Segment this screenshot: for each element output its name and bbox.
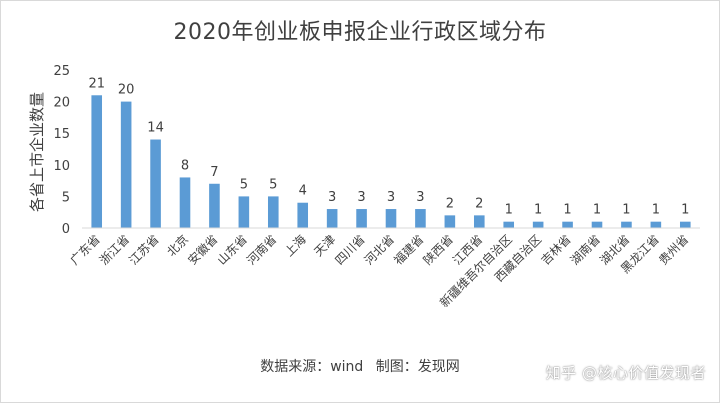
bar bbox=[444, 215, 456, 228]
x-tick-label: 江苏省 bbox=[126, 232, 161, 267]
source-note: 数据来源：wind bbox=[260, 359, 364, 375]
chart-title: 2020年创业板申报企业行政区域分布 bbox=[173, 20, 547, 45]
data-label: 3 bbox=[416, 190, 424, 205]
data-label: 14 bbox=[147, 121, 164, 136]
bar bbox=[679, 221, 691, 228]
x-tick-label: 福建省 bbox=[390, 232, 426, 268]
y-tick-label: 25 bbox=[53, 64, 70, 79]
data-label: 7 bbox=[210, 165, 218, 180]
y-axis: 0 5 10 15 20 25 bbox=[53, 64, 70, 237]
bar bbox=[326, 209, 338, 228]
data-label: 1 bbox=[681, 203, 689, 218]
bar bbox=[179, 177, 191, 228]
bar bbox=[650, 221, 662, 228]
data-label: 2 bbox=[446, 196, 454, 211]
data-label: 1 bbox=[593, 203, 601, 218]
bar bbox=[297, 202, 309, 228]
y-tick-label: 20 bbox=[53, 96, 70, 111]
bar-series bbox=[91, 95, 691, 228]
data-label: 20 bbox=[118, 83, 135, 98]
bar bbox=[621, 221, 632, 228]
data-label: 1 bbox=[563, 203, 571, 218]
y-tick-label: 0 bbox=[62, 222, 70, 237]
made-by-note: 制图：发现网 bbox=[375, 359, 460, 375]
bar bbox=[591, 221, 603, 228]
x-tick-label: 安徽省 bbox=[184, 232, 220, 268]
bar bbox=[150, 139, 161, 228]
data-label: 3 bbox=[387, 190, 395, 205]
bar bbox=[238, 196, 250, 228]
y-axis-label: 各省上市企业数量 bbox=[28, 92, 46, 212]
data-label: 3 bbox=[328, 190, 336, 205]
bar bbox=[562, 221, 573, 228]
x-tick-label: 湖南省 bbox=[567, 232, 603, 268]
bar bbox=[91, 95, 103, 228]
x-tick-label: 贵州省 bbox=[656, 232, 691, 267]
data-label: 2 bbox=[475, 196, 483, 211]
data-label: 1 bbox=[505, 203, 513, 218]
bar bbox=[532, 221, 544, 228]
x-tick-label: 河南省 bbox=[243, 232, 279, 268]
data-label: 1 bbox=[652, 203, 660, 218]
x-tick-label: 河北省 bbox=[362, 232, 397, 267]
data-label: 21 bbox=[88, 76, 105, 91]
y-tick-label: 15 bbox=[53, 127, 70, 142]
x-tick-label: 山东省 bbox=[215, 232, 250, 267]
bar bbox=[356, 209, 367, 228]
bar bbox=[415, 209, 426, 228]
data-label: 8 bbox=[181, 158, 189, 173]
data-label: 3 bbox=[357, 190, 365, 205]
bar bbox=[267, 196, 279, 228]
x-tick-label: 吉林省 bbox=[538, 232, 573, 267]
bar bbox=[120, 101, 132, 228]
chart-footer: 数据来源：wind 制图：发现网 bbox=[0, 356, 720, 376]
x-tick-label: 陕西省 bbox=[420, 232, 456, 268]
x-tick-label: 四川省 bbox=[332, 232, 367, 267]
y-tick-label: 10 bbox=[53, 159, 70, 174]
bar bbox=[385, 209, 397, 228]
bar bbox=[209, 183, 220, 228]
bar bbox=[503, 221, 515, 228]
data-label: 1 bbox=[534, 203, 542, 218]
watermark: 知乎 @核心价值发现者 bbox=[545, 364, 706, 382]
data-label: 1 bbox=[622, 203, 630, 218]
bar bbox=[473, 215, 485, 228]
x-tick-label: 广东省 bbox=[67, 232, 102, 267]
x-tick-label: 浙江省 bbox=[97, 232, 132, 267]
data-label: 5 bbox=[269, 177, 277, 192]
data-label: 5 bbox=[240, 177, 248, 192]
x-tick-label: 上海 bbox=[281, 232, 309, 260]
data-label: 4 bbox=[299, 184, 307, 199]
y-tick-label: 5 bbox=[62, 190, 70, 205]
